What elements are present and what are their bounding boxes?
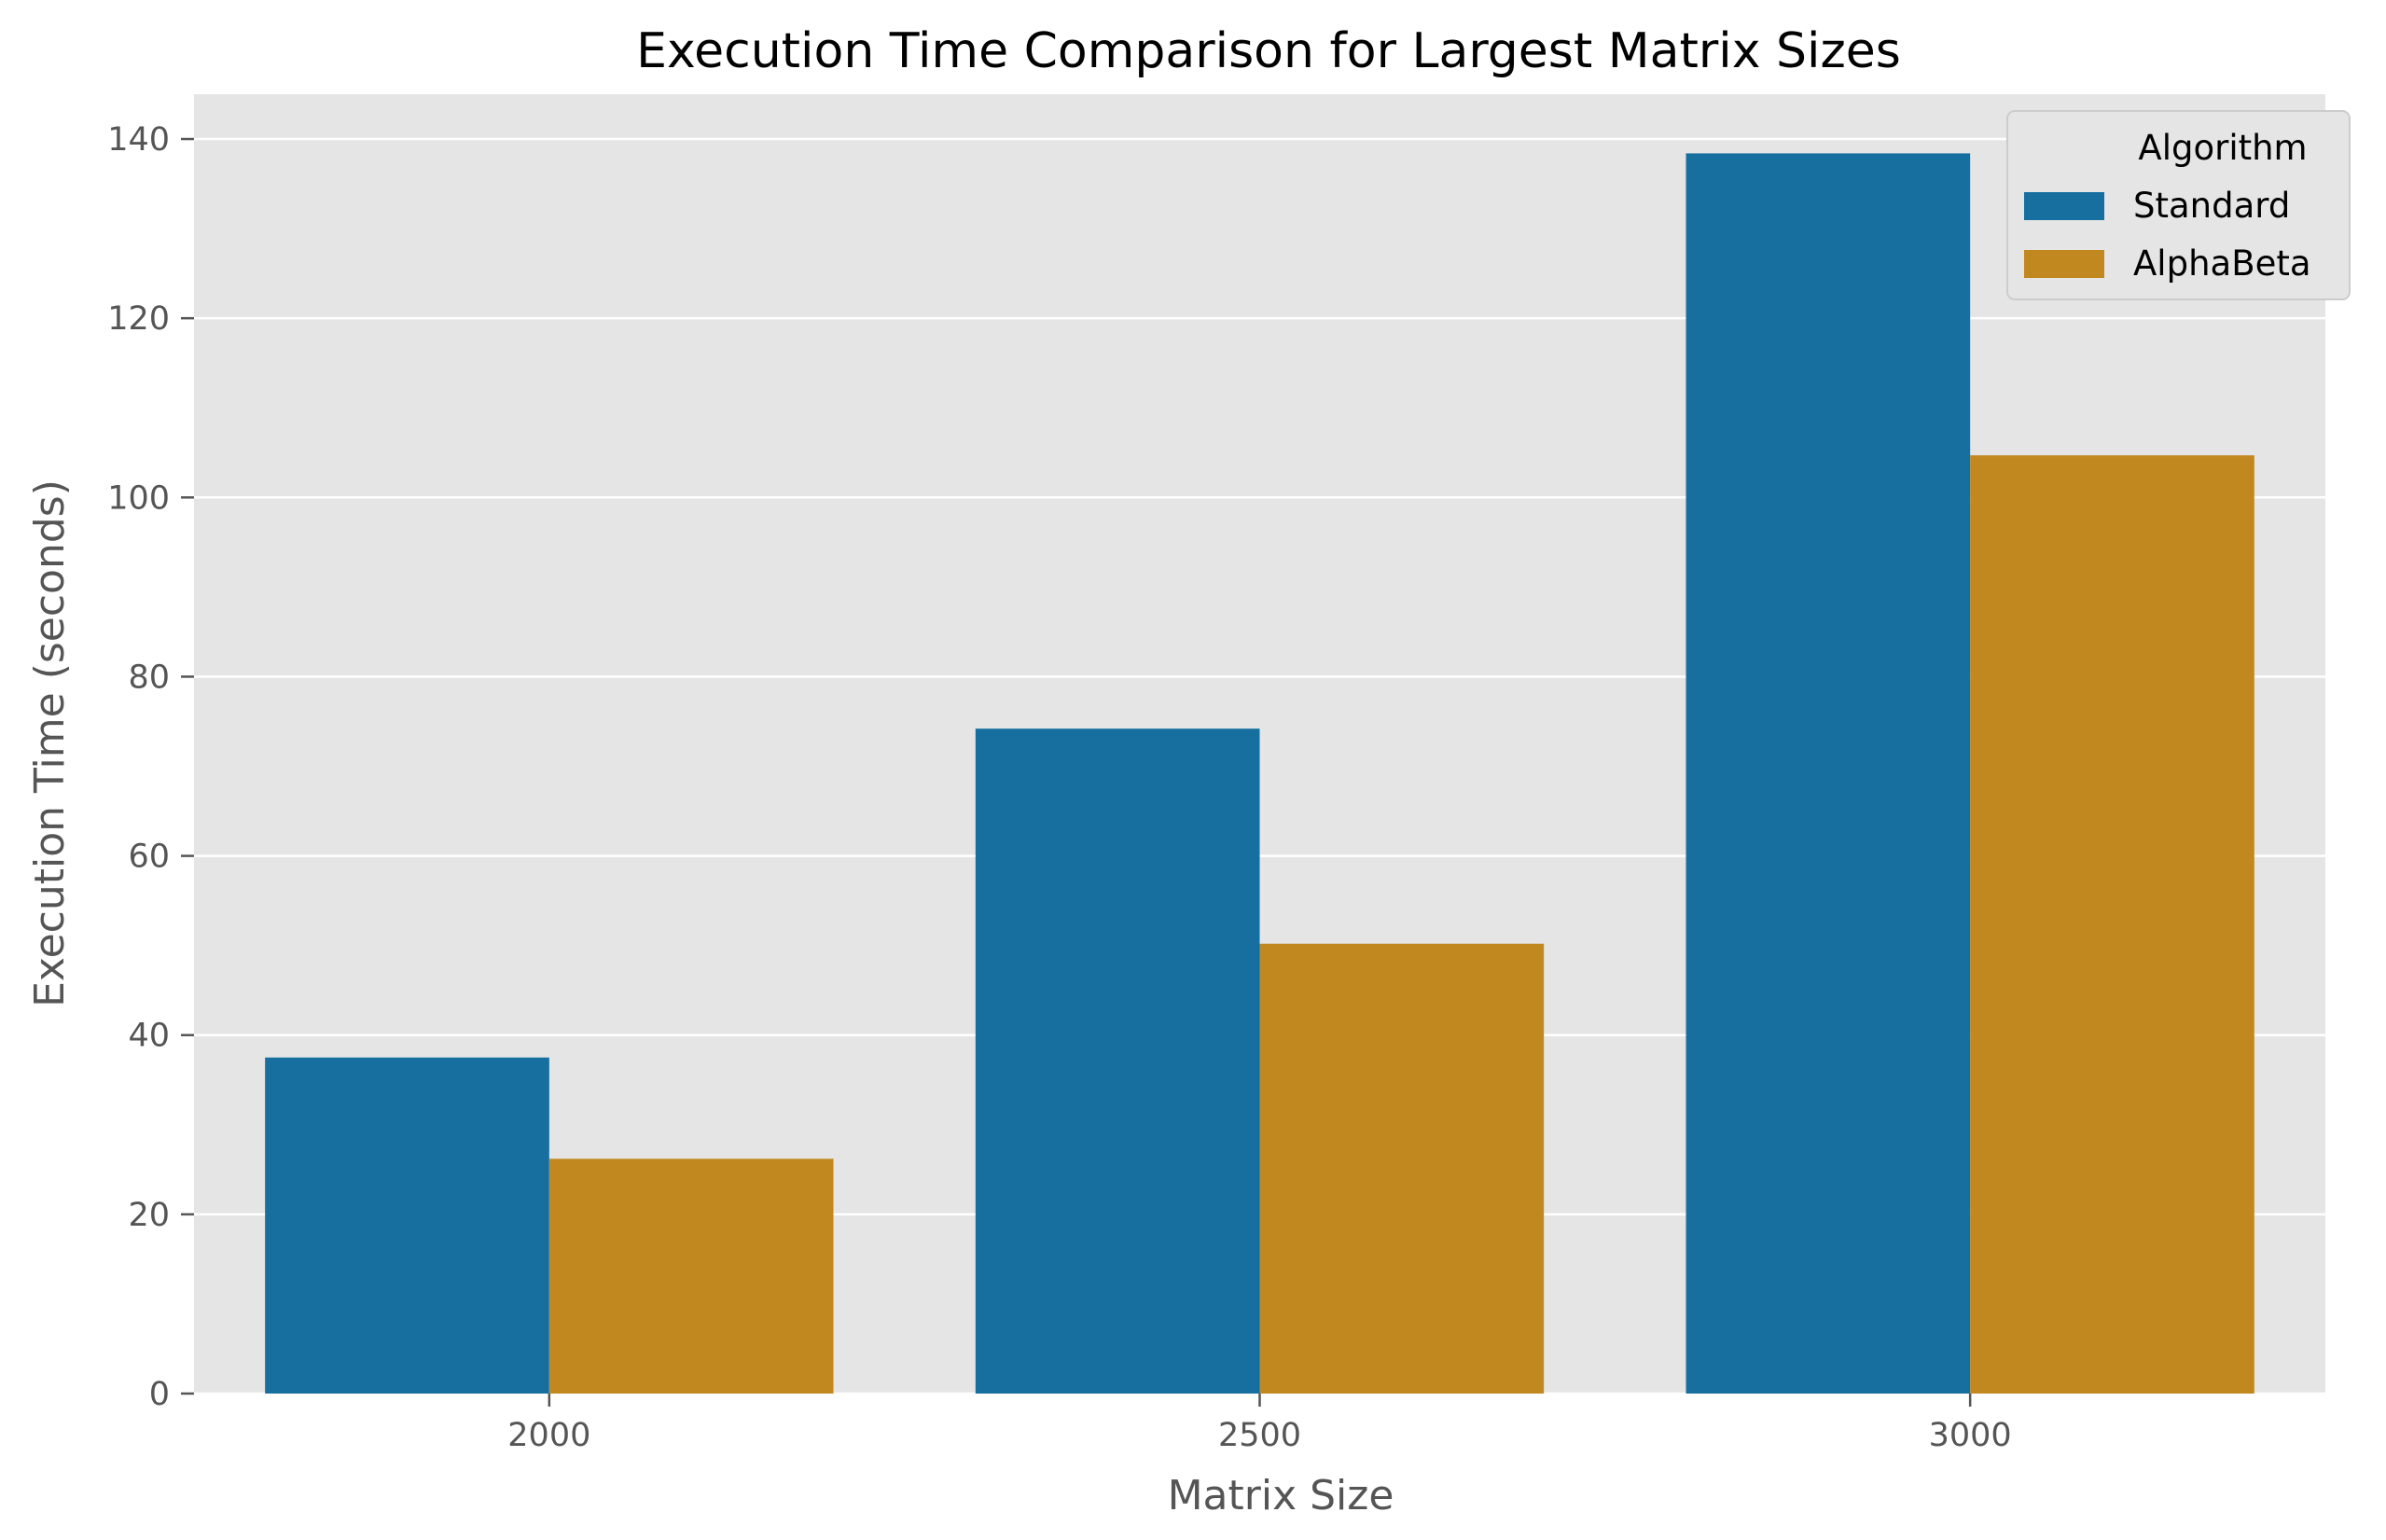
legend-title: Algorithm [2138,128,2307,168]
y-tick-label: 80 [128,659,170,696]
legend-swatch-alphabeta [2024,250,2104,278]
y-tick-label: 100 [107,479,170,517]
y-tick-label: 0 [149,1376,170,1413]
bars [265,153,2254,1394]
x-tick-label: 2000 [507,1417,590,1454]
x-axis-label: Matrix Size [1168,1472,1394,1519]
bar-alphabeta-2500 [1259,943,1545,1394]
legend-label-standard: Standard [2133,186,2290,226]
legend-swatch-standard [2024,192,2104,220]
bar-alphabeta-3000 [1970,455,2254,1394]
y-tick-label: 40 [128,1018,170,1055]
legend: Algorithm Standard AlphaBeta [2006,110,2351,300]
y-tick-label: 20 [128,1197,170,1234]
bar-standard-3000 [1685,153,1971,1394]
x-axis-ticks: 2000 2500 3000 [507,1394,2012,1454]
bar-alphabeta-2000 [548,1158,834,1394]
x-tick-label: 3000 [1929,1417,2012,1454]
bar-standard-2500 [975,728,1260,1394]
legend-label-alphabeta: AlphaBeta [2133,243,2311,284]
y-tick-label: 120 [107,300,170,338]
y-tick-label: 60 [128,839,170,876]
y-axis-label: Execution Time (seconds) [26,479,74,1007]
y-tick-label: 140 [107,121,170,159]
x-tick-label: 2500 [1218,1417,1301,1454]
bar-standard-2000 [265,1057,549,1394]
y-axis-ticks: 0 20 40 60 80 100 120 140 [107,121,194,1413]
chart-title: Execution Time Comparison for Largest Ma… [636,23,1901,79]
